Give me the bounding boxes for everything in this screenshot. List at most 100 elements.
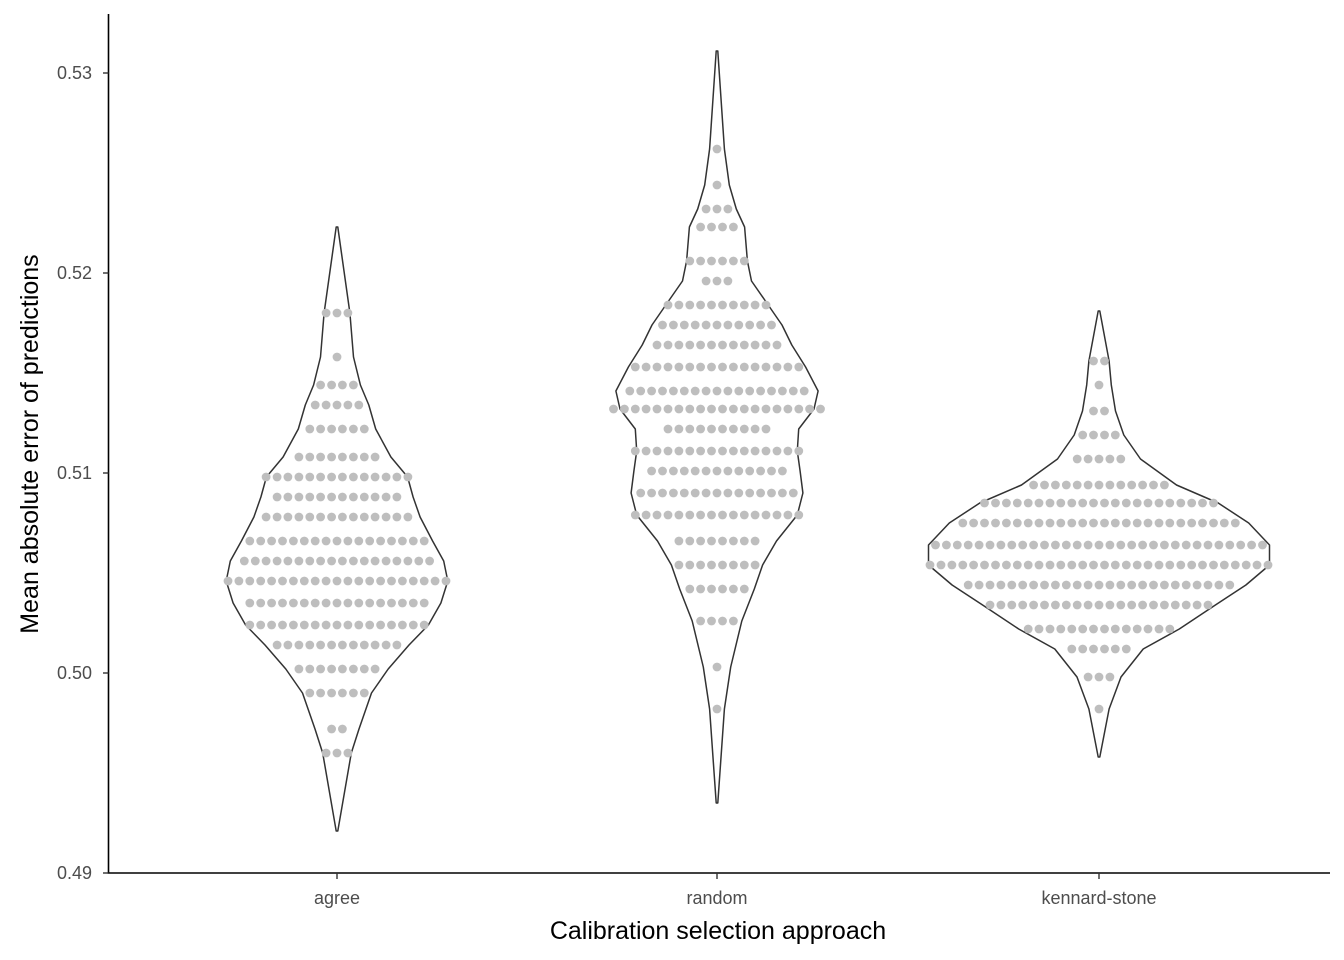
dot-kennard-stone <box>1067 518 1077 528</box>
dot-kennard-stone <box>1149 580 1158 590</box>
dot-random <box>707 560 716 570</box>
dot-kennard-stone <box>991 518 1000 528</box>
dot-agree <box>370 664 380 674</box>
dot-kennard-stone <box>1094 380 1104 390</box>
dot-kennard-stone <box>1236 540 1246 550</box>
dot-random <box>794 446 804 456</box>
dot-kennard-stone <box>1143 624 1153 634</box>
dot-random <box>690 488 700 498</box>
dot-random <box>674 404 684 414</box>
dot-kennard-stone <box>1116 580 1126 590</box>
dot-random <box>674 424 684 434</box>
dot-random <box>696 404 705 414</box>
dot-random <box>707 616 716 626</box>
dot-agree <box>310 400 320 410</box>
dot-kennard-stone <box>996 540 1006 550</box>
dot-kennard-stone <box>1078 430 1088 440</box>
dot-kennard-stone <box>1072 600 1082 610</box>
dot-random <box>663 404 673 414</box>
dot-kennard-stone <box>1061 480 1071 490</box>
dot-agree <box>316 424 325 434</box>
dot-agree <box>359 472 369 482</box>
dot-random <box>690 466 700 476</box>
dot-agree <box>365 536 375 546</box>
dot-kennard-stone <box>1192 600 1202 610</box>
dot-kennard-stone <box>1072 480 1082 490</box>
dot-random <box>663 362 673 372</box>
dot-random <box>794 510 804 520</box>
dot-random <box>767 386 776 396</box>
dot-random <box>685 446 695 456</box>
dot-random <box>761 340 771 350</box>
dot-random <box>729 616 738 626</box>
dot-agree <box>327 640 336 650</box>
dot-random <box>729 300 738 310</box>
dot-agree <box>327 664 336 674</box>
dot-agree <box>267 536 276 546</box>
dot-kennard-stone <box>1100 624 1109 634</box>
dot-agree <box>299 598 309 608</box>
dot-agree <box>338 640 347 650</box>
dot-random <box>663 300 673 310</box>
dot-agree <box>381 512 391 522</box>
dot-agree <box>272 512 282 522</box>
dot-random <box>652 510 662 520</box>
dot-agree <box>430 576 440 586</box>
dot-random <box>685 424 695 434</box>
dot-random <box>707 510 716 520</box>
dot-random <box>729 256 738 266</box>
dot-random <box>685 300 695 310</box>
dot-agree <box>256 536 266 546</box>
dot-kennard-stone <box>1209 518 1218 528</box>
dot-kennard-stone <box>1023 560 1033 570</box>
dot-kennard-stone <box>1154 498 1164 508</box>
dot-kennard-stone <box>991 498 1000 508</box>
dot-kennard-stone <box>1121 644 1131 654</box>
dot-agree <box>332 352 342 362</box>
dot-kennard-stone <box>1176 560 1186 570</box>
dot-agree <box>327 556 336 566</box>
dot-agree <box>365 620 375 630</box>
dot-kennard-stone <box>1067 644 1077 654</box>
dot-random <box>772 446 782 456</box>
dot-kennard-stone <box>1089 356 1098 366</box>
dot-kennard-stone <box>1018 540 1028 550</box>
dot-kennard-stone <box>963 580 973 590</box>
dot-agree <box>381 556 391 566</box>
dot-kennard-stone <box>1012 498 1022 508</box>
dot-random <box>750 424 760 434</box>
dot-kennard-stone <box>1100 356 1109 366</box>
dot-kennard-stone <box>969 560 978 570</box>
dot-agree <box>349 452 358 462</box>
dot-kennard-stone <box>1203 600 1213 610</box>
dot-random <box>745 320 755 330</box>
dot-kennard-stone <box>974 540 984 550</box>
dot-random <box>718 424 727 434</box>
dot-kennard-stone <box>1187 498 1197 508</box>
dot-kennard-stone <box>1007 580 1017 590</box>
dot-agree <box>305 664 315 674</box>
dot-kennard-stone <box>985 600 995 610</box>
dot-random <box>658 386 667 396</box>
dot-kennard-stone <box>942 540 951 550</box>
dot-kennard-stone <box>1160 600 1169 610</box>
dot-kennard-stone <box>1203 580 1213 590</box>
dot-agree <box>316 492 325 502</box>
dot-agree <box>239 556 249 566</box>
dot-kennard-stone <box>1007 600 1017 610</box>
dot-random <box>745 488 755 498</box>
violin-random <box>615 50 819 804</box>
dot-random <box>729 222 738 232</box>
violin-agree <box>225 226 449 832</box>
dot-kennard-stone <box>1089 644 1098 654</box>
dot-random <box>630 446 640 456</box>
dot-kennard-stone <box>1187 560 1197 570</box>
dot-kennard-stone <box>1165 518 1175 528</box>
dot-kennard-stone <box>1023 498 1033 508</box>
violin-kennard-stone <box>927 310 1271 758</box>
dot-kennard-stone <box>1116 454 1126 464</box>
dot-agree <box>332 598 342 608</box>
dot-random <box>690 320 700 330</box>
dot-random <box>799 386 809 396</box>
